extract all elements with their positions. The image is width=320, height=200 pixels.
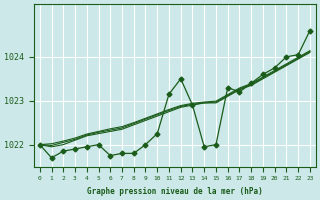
- X-axis label: Graphe pression niveau de la mer (hPa): Graphe pression niveau de la mer (hPa): [87, 187, 263, 196]
